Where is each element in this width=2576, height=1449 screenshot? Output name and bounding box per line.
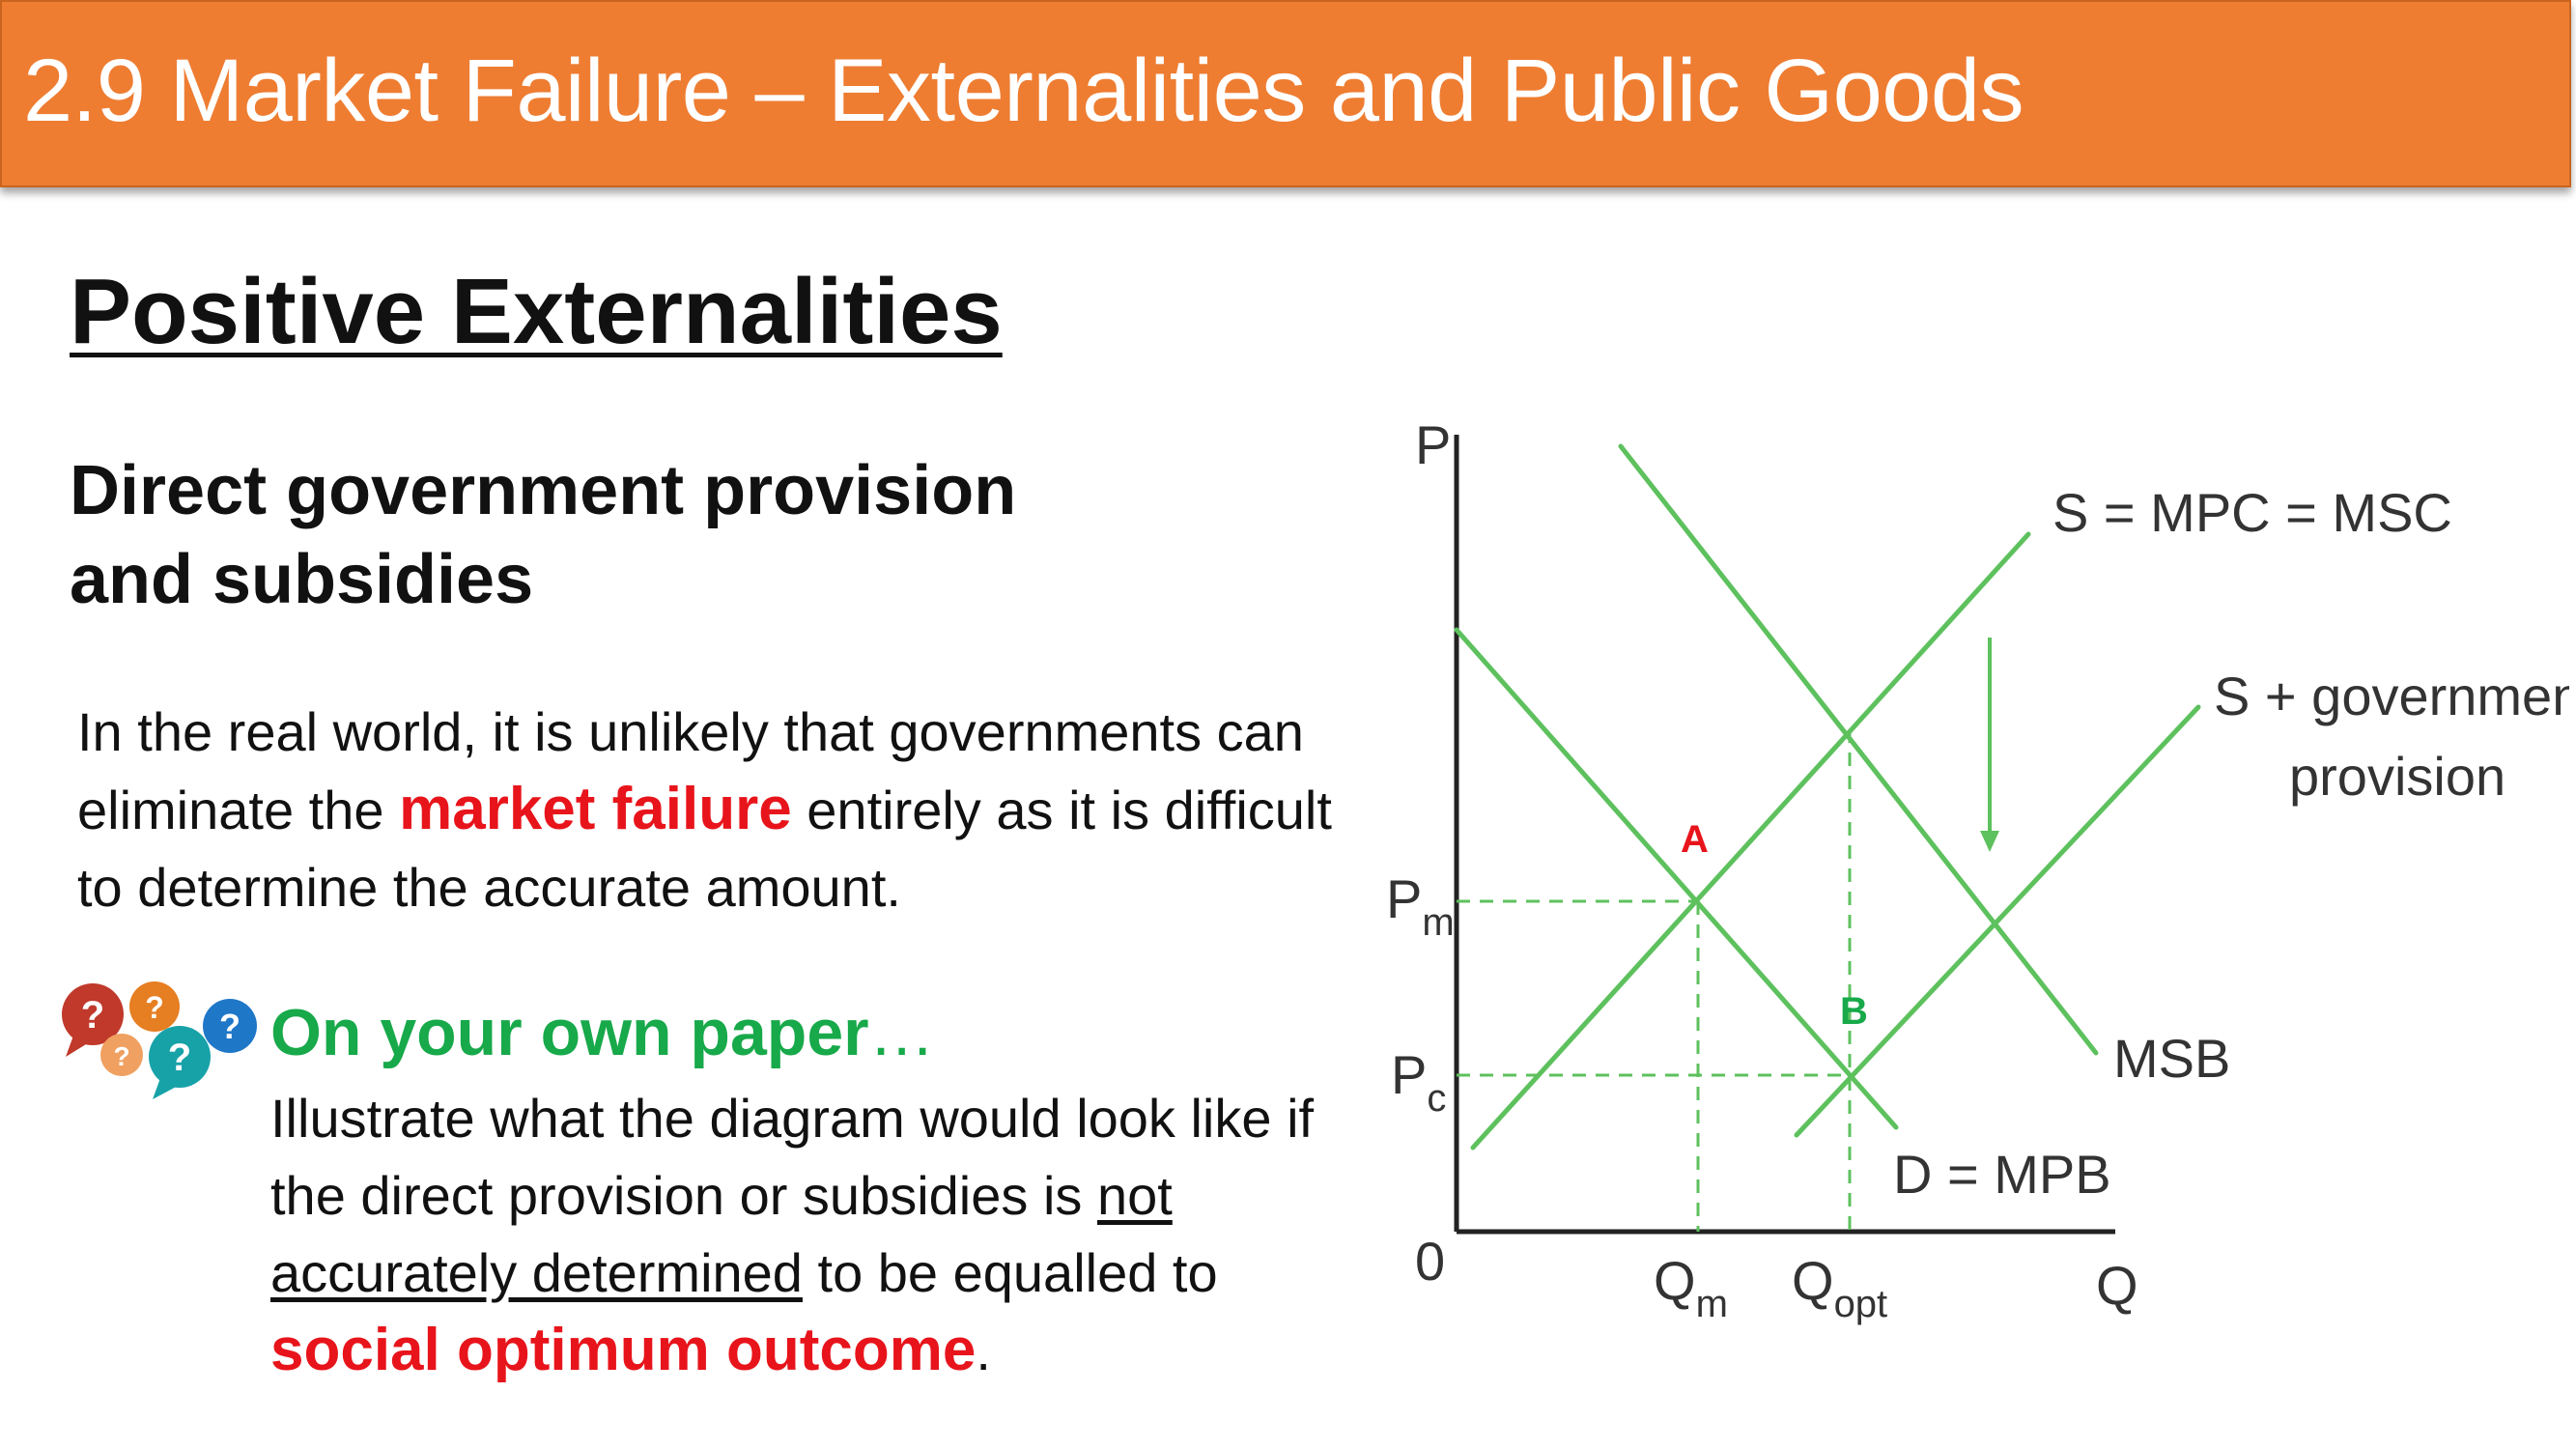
section-title: Positive Externalities [70, 260, 1003, 363]
social-optimum-highlight: social optimum outcome [270, 1317, 977, 1383]
bubble-light-orange: ? [100, 1034, 143, 1076]
task-paragraph: Illustrate what the diagram would look l… [270, 1080, 1391, 1390]
point-b-label: B [1840, 990, 1868, 1033]
axis-x-label: Q [2096, 1255, 2138, 1316]
question-bubbles-icon: ? ? ? ? ? [62, 981, 257, 1099]
curve-msb-label: MSB [2113, 1028, 2230, 1089]
bubble-red: ? [62, 983, 124, 1057]
point-a-label: A [1681, 818, 1709, 861]
own-paper-text: On your own paper [270, 996, 869, 1069]
curve-s-label: S = MPC = MSC [2052, 482, 2452, 543]
subtitle: Direct government provision and subsidie… [70, 446, 1016, 624]
market-failure-highlight: market failure [399, 776, 792, 842]
origin-label: 0 [1415, 1231, 1445, 1292]
qty-qopt-main: Q [1792, 1250, 1834, 1311]
curve-s-gov-label-line-2: provision [2289, 746, 2505, 807]
subtitle-line-2: and subsidies [70, 541, 534, 618]
bubble-orange: ? [129, 981, 180, 1032]
bubble-orange-glyph: ? [145, 990, 164, 1025]
not-accurately-underlined: not accurately determined [270, 1165, 1173, 1303]
own-paper-ellipsis: … [868, 996, 935, 1069]
bubble-blue: ? [203, 999, 257, 1053]
body-text-part-2: entirely as it is difficult to determine… [77, 780, 1332, 918]
price-pc-main: P [1391, 1044, 1427, 1105]
bubble-blue-glyph: ? [219, 1007, 241, 1046]
axis-y-label: P [1415, 414, 1451, 475]
qty-qm-main: Q [1654, 1250, 1696, 1311]
price-pc-label: Pc [1391, 1044, 1446, 1120]
msb-curve [1618, 443, 2099, 1056]
s-gov-provision-curve [1794, 704, 2201, 1138]
supply-shift-arrow-head [1980, 831, 1999, 852]
qty-qm-label: Qm [1654, 1250, 1728, 1325]
curve-s-gov-label-line-1: S + government [2214, 666, 2569, 726]
slide-title: 2.9 Market Failure – Externalities and P… [23, 42, 2024, 140]
bubble-teal: ? [149, 1026, 211, 1099]
price-pc-sub: c [1427, 1077, 1446, 1120]
own-paper-heading: On your own paper… [270, 995, 935, 1070]
task-text-part-1: Illustrate what the diagram would look l… [270, 1088, 1315, 1226]
curve-d-mpb-label: D = MPB [1893, 1144, 2111, 1205]
body-text-part-1: In the real world, it is unlikely that g… [77, 701, 1304, 840]
bubble-light-orange-glyph: ? [113, 1041, 129, 1071]
task-text-end: . [976, 1321, 991, 1381]
price-pm-sub: m [1422, 901, 1454, 944]
task-text-part-2: to be equalled to [802, 1242, 1218, 1303]
externality-diagram: P Q 0 Pm Pc Qm Qopt S = MPC = MSC S + go… [1386, 414, 2569, 1325]
price-pm-main: P [1386, 868, 1422, 929]
body-paragraph: In the real world, it is unlikely that g… [77, 694, 1372, 926]
subtitle-line-1: Direct government provision [70, 452, 1017, 529]
bubble-red-glyph: ? [81, 994, 104, 1037]
bubble-teal-glyph: ? [168, 1037, 191, 1079]
title-bar: 2.9 Market Failure – Externalities and P… [0, 0, 2571, 187]
s-mpc-msc-curve [1470, 531, 2031, 1151]
qty-qm-sub: m [1696, 1283, 1728, 1325]
d-mpb-curve [1454, 627, 1899, 1130]
qty-qopt-sub: opt [1834, 1283, 1888, 1325]
price-pm-label: Pm [1386, 868, 1455, 944]
qty-qopt-label: Qopt [1792, 1250, 1887, 1325]
